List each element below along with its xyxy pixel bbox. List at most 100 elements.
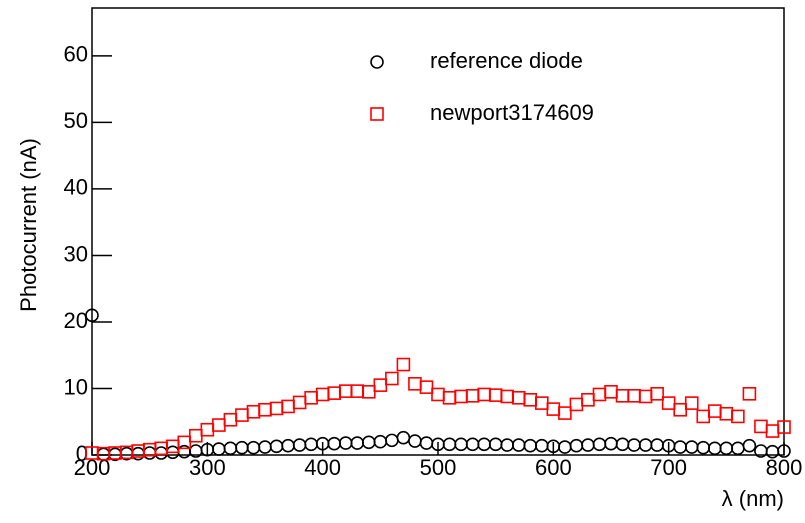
- x-tick-label: 700: [650, 455, 687, 480]
- data-point: [558, 406, 572, 420]
- data-point: [592, 437, 607, 452]
- data-point: [581, 438, 595, 452]
- data-point: [581, 392, 595, 407]
- data-point: [431, 387, 445, 402]
- data-point: [558, 440, 572, 454]
- data-point: [338, 384, 353, 398]
- data-point: [373, 434, 388, 449]
- data-point: [477, 437, 491, 452]
- data-point: [511, 390, 526, 405]
- data-point: [350, 384, 365, 398]
- data-point: [684, 440, 699, 454]
- x-tick-label: 400: [304, 455, 341, 480]
- data-point: [731, 441, 745, 456]
- data-point: [500, 389, 515, 404]
- data-point: [592, 387, 607, 402]
- data-point: [246, 404, 261, 419]
- data-point: [627, 438, 641, 452]
- data-point: [673, 402, 688, 417]
- y-axis-label: Photocurrent (nA): [16, 138, 41, 312]
- data-point: [361, 385, 376, 399]
- data-point: [315, 387, 330, 402]
- x-tick-label: 600: [535, 455, 572, 480]
- data-point: [281, 438, 295, 453]
- x-tick-label: 300: [189, 455, 226, 480]
- data-point: [500, 438, 515, 452]
- data-point: [615, 388, 630, 403]
- data-point: [419, 380, 434, 394]
- data-point: [142, 446, 157, 460]
- data-point: [269, 439, 284, 454]
- data-point: [523, 438, 538, 453]
- legend-label: newport3174609: [430, 100, 594, 125]
- data-point: [627, 388, 641, 403]
- data-point: [212, 418, 226, 432]
- data-point: [235, 440, 249, 455]
- data-point: [385, 433, 399, 448]
- y-tick-label: 60: [64, 42, 88, 67]
- data-point: [731, 409, 745, 424]
- data-point: [154, 446, 168, 460]
- data-point: [465, 437, 480, 452]
- data-point: [569, 397, 584, 412]
- data-point: [304, 390, 318, 405]
- data-point: [777, 420, 791, 434]
- data-point: [661, 396, 676, 410]
- data-point: [454, 437, 468, 452]
- data-point: [177, 444, 192, 459]
- data-point: [719, 441, 734, 456]
- data-point: [465, 388, 480, 403]
- data-point: [350, 436, 365, 450]
- data-point: [615, 437, 630, 452]
- data-point: [754, 419, 768, 434]
- y-tick-label: 20: [64, 308, 88, 333]
- data-point: [408, 377, 422, 391]
- y-tick-label: 0: [76, 441, 88, 466]
- data-point: [385, 371, 399, 386]
- data-point: [546, 402, 561, 416]
- data-point: [235, 408, 249, 422]
- data-point: [696, 440, 711, 455]
- legend-marker: [370, 55, 384, 69]
- data-point: [742, 438, 757, 453]
- data-point: [419, 436, 434, 450]
- data-point: [223, 441, 238, 456]
- legend-marker: [370, 107, 384, 121]
- data-point: [292, 395, 307, 410]
- y-tick-label: 10: [64, 374, 88, 399]
- data-point: [269, 401, 284, 416]
- data-point: [131, 446, 145, 461]
- data-point: [85, 308, 99, 323]
- data-point: [673, 440, 688, 454]
- data-point: [396, 357, 411, 372]
- data-point: [189, 428, 203, 443]
- data-point: [454, 389, 468, 404]
- x-tick-label: 500: [420, 455, 457, 480]
- data-point: [338, 436, 353, 450]
- data-point: [707, 441, 722, 456]
- data-point: [534, 396, 549, 410]
- data-point: [534, 438, 549, 453]
- data-point: [511, 438, 526, 452]
- data-point: [281, 399, 295, 414]
- data-point: [742, 387, 757, 401]
- data-point: [408, 434, 422, 448]
- data-point: [223, 412, 238, 427]
- data-point: [488, 437, 503, 452]
- data-point: [777, 444, 791, 458]
- y-tick-label: 30: [64, 241, 88, 266]
- data-point: [442, 390, 457, 405]
- data-point: [604, 436, 618, 451]
- data-point: [396, 430, 411, 445]
- data-point: [200, 422, 215, 437]
- data-point: [212, 442, 226, 456]
- y-tick-label: 40: [64, 175, 88, 200]
- y-tick-label: 50: [64, 108, 88, 133]
- data-point: [373, 378, 388, 392]
- data-point: [650, 438, 664, 452]
- data-point: [569, 438, 584, 453]
- data-point: [684, 396, 699, 410]
- data-point: [604, 385, 618, 399]
- data-point: [488, 388, 503, 402]
- data-point: [523, 392, 538, 407]
